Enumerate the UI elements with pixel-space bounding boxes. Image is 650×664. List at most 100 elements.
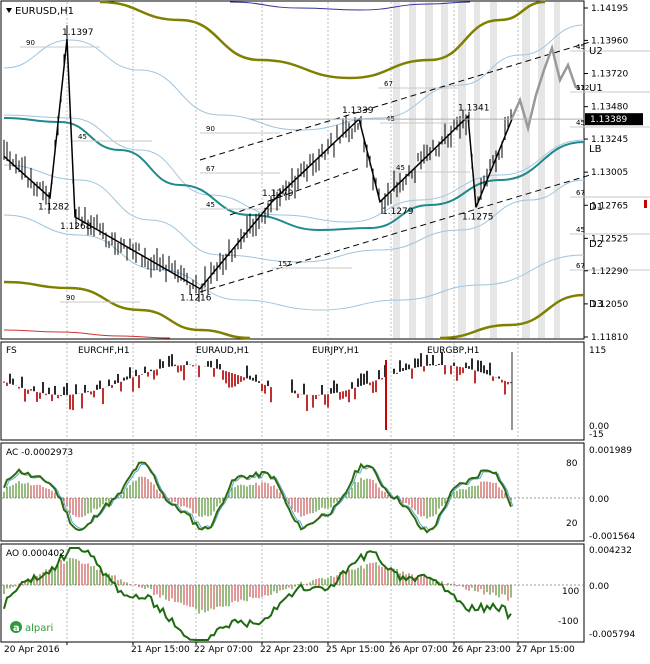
session-band	[538, 2, 545, 338]
ao-scale-top: 0.004232	[589, 546, 632, 556]
y-tick-label: 1.11810	[591, 333, 628, 343]
y-tick-label: 1.13005	[591, 168, 628, 178]
ac-panel-label: AC -0.0002973	[6, 448, 73, 458]
zigzag-line	[3, 38, 513, 290]
fibo-level-label: 67	[206, 165, 215, 173]
fibo-level-label: 45	[576, 43, 585, 51]
price-marker	[644, 200, 647, 208]
ac-scale-zero: 0.00	[589, 495, 609, 505]
fibo-level-label: 90	[66, 294, 75, 302]
lower-red-line	[3, 329, 171, 339]
ac-left-scale-20: 20	[566, 519, 578, 529]
ac-scale-top: 0.001989	[589, 446, 632, 456]
upper-outer-envelope	[99, 0, 546, 80]
center-moving-average	[3, 117, 585, 232]
fibo-level-label: 67	[576, 189, 585, 197]
x-tick-label: 22 Apr 23:00	[260, 645, 319, 655]
fibo-level-label: 67	[384, 80, 393, 88]
strength-scale-top: 115	[589, 346, 606, 356]
pivot-label: 1.1279	[382, 207, 414, 217]
mid-inner-envelope	[3, 114, 585, 223]
x-tick-label: 20 Apr 2016	[4, 645, 60, 655]
ao-panel-label: AO 0.000402	[6, 549, 65, 559]
strength-scale-bottom: -15	[589, 430, 604, 440]
lower-inner-envelope	[3, 164, 585, 263]
ac-scale-bottom: -0.001564	[589, 532, 635, 542]
fibo-level-label: 67	[576, 84, 585, 92]
y-tick-label: 1.14195	[591, 4, 628, 14]
chart-title: EURUSD,H1	[15, 6, 74, 17]
fibo-level-label: 112	[576, 84, 589, 92]
session-band	[393, 2, 400, 338]
channel-line	[199, 174, 591, 293]
fibo-level-label: 45	[576, 226, 585, 234]
level-label-u2: U2	[589, 46, 603, 57]
pivot-label: 1.1282	[38, 203, 70, 213]
ao-scale-zero: 0.00	[589, 582, 609, 592]
channel-line	[199, 41, 591, 161]
ac-oscillator-line	[3, 461, 512, 534]
y-tick-label: 1.13245	[591, 135, 628, 145]
pivot-label: 1.1275	[462, 212, 494, 222]
session-band	[554, 2, 560, 338]
y-tick-label: 1.12525	[591, 234, 628, 244]
ac-panel	[0, 442, 585, 542]
strength-panel-label: FS	[6, 346, 17, 356]
strength-pair-1: EURCHF,H1	[78, 346, 130, 356]
alpari-logo-mark: a	[13, 623, 20, 634]
strength-pair-3: EURJPY,H1	[312, 346, 359, 356]
level-label-d2: D2	[589, 239, 603, 250]
y-tick-label: 1.13960	[591, 36, 628, 46]
level-label-d1: D1	[589, 202, 603, 213]
chart-menu-icon[interactable]	[6, 8, 12, 13]
ac-left-scale-80: 80	[566, 459, 578, 469]
fibo-level-label: 90	[206, 125, 215, 133]
x-tick-label: 25 Apr 15:00	[326, 645, 385, 655]
y-tick-label: 1.12290	[591, 267, 628, 277]
session-band	[522, 2, 530, 338]
x-tick-label: 26 Apr 23:00	[452, 645, 511, 655]
y-tick-label: 1.12765	[591, 201, 628, 211]
y-tick-label: 1.13720	[591, 70, 628, 80]
session-band	[458, 2, 466, 338]
pivot-label: 1.1279	[262, 189, 294, 199]
x-tick-label: 22 Apr 07:00	[194, 645, 253, 655]
pivot-label: 1.1216	[180, 294, 212, 304]
x-tick-label: 21 Apr 15:00	[131, 645, 190, 655]
fibo-level-label: 45	[576, 119, 585, 127]
fibo-level-label: 45	[206, 201, 215, 209]
level-label-u1: U1	[589, 83, 603, 94]
ao-oscillator-line	[3, 547, 512, 641]
ao-left-scale-100: 100	[562, 587, 579, 597]
ao-left-scale-neg100: -100	[558, 617, 579, 627]
ao-scale-bottom: -0.005794	[589, 630, 635, 640]
level-label-lb: LB	[589, 144, 602, 155]
ao-panel	[0, 543, 585, 643]
lower-inner-envelope-2	[3, 214, 585, 311]
watermark: alpari	[25, 623, 53, 634]
upper-blue-line	[229, 1, 471, 11]
forecast-path	[510, 43, 578, 133]
session-band	[474, 2, 480, 338]
current-price-label: 1.13389	[590, 115, 627, 125]
alpari-logo-icon	[10, 621, 22, 633]
session-band	[490, 2, 497, 338]
pivot-label: 1.1341	[458, 103, 490, 113]
lower-outer-envelope-left	[3, 280, 251, 340]
fibo-level-label: 45	[78, 133, 87, 141]
session-band	[425, 2, 433, 338]
session-band	[441, 2, 448, 338]
x-tick-label: 26 Apr 07:00	[389, 645, 448, 655]
y-tick-label: 1.13480	[591, 103, 628, 113]
fibo-level-label: 45	[396, 164, 405, 172]
channel-line	[229, 167, 361, 216]
strength-scale-zero: 0.00	[589, 422, 609, 432]
fibo-level-label: 90	[26, 39, 35, 47]
current-price-box	[585, 113, 643, 126]
strength-pair-2: EURAUD,H1	[196, 346, 249, 356]
level-label-d3: D3	[589, 299, 603, 310]
lower-outer-envelope-right	[439, 293, 585, 340]
pivot-label: 1.1397	[62, 28, 94, 38]
